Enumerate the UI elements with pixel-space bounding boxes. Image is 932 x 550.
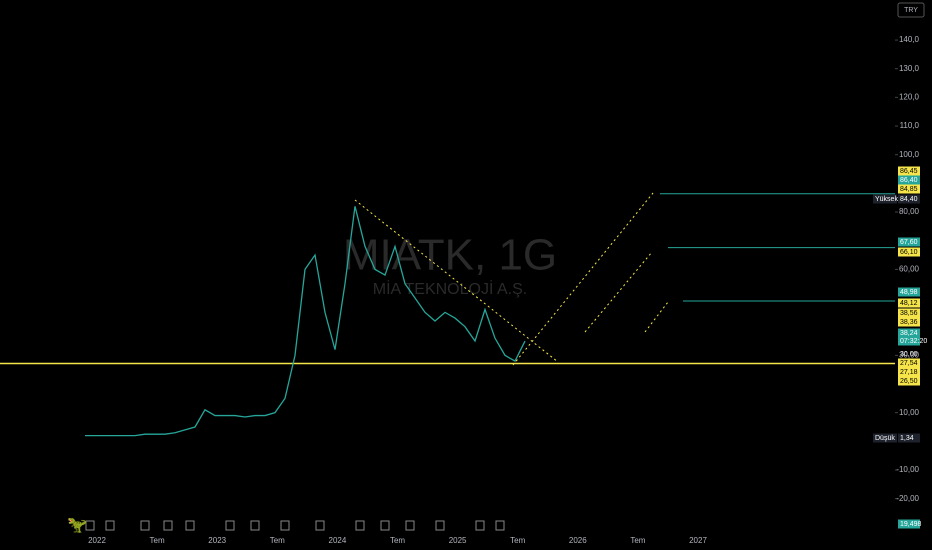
trendline xyxy=(354,199,559,363)
price-tag-text: 19,498 xyxy=(900,521,922,528)
earnings-marker xyxy=(250,520,260,531)
earnings-marker xyxy=(355,520,365,531)
price-tag xyxy=(898,237,920,247)
y-tick-label: 110,0 xyxy=(900,121,920,130)
y-tick-label: -20,00 xyxy=(896,494,919,503)
price-tag xyxy=(898,308,920,318)
y-tick-label: 30,00 xyxy=(899,350,920,359)
currency-box[interactable] xyxy=(897,2,925,18)
tag-label: Düşük xyxy=(875,435,895,442)
price-tag xyxy=(898,184,920,194)
price-tag xyxy=(898,376,920,386)
y-tick-label: 100,0 xyxy=(899,150,920,159)
x-tick-label: 2024 xyxy=(329,536,347,545)
price-tag-text: 26,50 xyxy=(900,378,918,385)
price-tag-text: 38,24 xyxy=(900,330,918,337)
earnings-marker xyxy=(280,520,290,531)
price-line xyxy=(85,206,526,437)
earnings-marker xyxy=(85,520,95,531)
earnings-marker xyxy=(105,520,115,531)
price-tag-text: 30,00 xyxy=(900,351,918,358)
price-tag xyxy=(898,298,920,308)
watermark-symbol: MIATK, 1G xyxy=(343,231,557,280)
price-tag xyxy=(898,336,920,346)
earnings-marker xyxy=(225,520,235,531)
y-tick-label: 60,00 xyxy=(899,264,920,273)
y-tick-label: 140,0 xyxy=(899,35,920,44)
price-tag xyxy=(898,433,920,443)
x-tick-label: 2027 xyxy=(689,536,707,545)
tag-label: Yüksek xyxy=(875,196,898,203)
price-tag-text: 38,56 xyxy=(900,310,918,317)
price-tag xyxy=(898,317,920,327)
y-tick-label: 120,0 xyxy=(899,92,920,101)
tag-label-bg xyxy=(873,194,897,204)
price-tag xyxy=(898,175,920,185)
price-tag-text: 1,34 xyxy=(900,435,914,442)
currency: TRY xyxy=(904,7,918,14)
price-tag xyxy=(898,519,920,529)
price-tag xyxy=(898,247,920,257)
price-tag-text: 84,40 xyxy=(900,196,918,203)
y-tick-label: 130,0 xyxy=(899,64,920,73)
price-tag-text: 48,12 xyxy=(900,300,918,307)
x-tick-label: Tem xyxy=(510,536,525,545)
earnings-marker xyxy=(185,520,195,531)
price-tag-text: 84,85 xyxy=(900,186,918,193)
tag-label-bg xyxy=(873,433,897,443)
earnings-marker xyxy=(380,520,390,531)
earnings-markers xyxy=(85,520,505,531)
x-tick-label: 2023 xyxy=(208,536,226,545)
watermark-name: MİA TEKNOLOJİ A.Ş. xyxy=(373,279,527,298)
price-tag xyxy=(898,349,920,359)
price-tag-text: 07:32:20 xyxy=(900,338,927,345)
x-tick-label: 2022 xyxy=(88,536,106,545)
x-tick-label: Tem xyxy=(390,536,405,545)
earnings-marker xyxy=(495,520,505,531)
x-tick-label: 2025 xyxy=(449,536,467,545)
earnings-marker xyxy=(315,520,325,531)
y-tick-label: 10,00 xyxy=(899,408,920,417)
earnings-marker xyxy=(163,520,173,531)
price-tag-text: 86,45 xyxy=(900,168,918,175)
price-tag-text: 67,60 xyxy=(900,239,918,246)
price-tag-text: 66,10 xyxy=(900,249,918,256)
y-tick-label: -10,00 xyxy=(896,465,919,474)
logo: 🦖 xyxy=(67,517,87,534)
projection xyxy=(584,251,653,333)
x-tick-label: Tem xyxy=(270,536,285,545)
price-tag xyxy=(898,328,920,338)
x-tick-label: Tem xyxy=(630,536,645,545)
price-tag xyxy=(898,358,920,368)
price-tag xyxy=(898,166,920,176)
price-tag xyxy=(898,287,920,297)
price-tag xyxy=(898,367,920,377)
price-tag-text: 27,18 xyxy=(900,369,918,376)
price-tag-text: 48,98 xyxy=(900,289,918,296)
x-tick-label: 2026 xyxy=(569,536,587,545)
earnings-marker xyxy=(405,520,415,531)
price-tag-text: 38,36 xyxy=(900,319,918,326)
projection xyxy=(512,192,654,366)
projection xyxy=(644,301,669,333)
y-tick-label: 80,00 xyxy=(899,207,920,216)
price-tag xyxy=(898,194,920,204)
earnings-marker xyxy=(140,520,150,531)
earnings-marker xyxy=(435,520,445,531)
earnings-marker xyxy=(475,520,485,531)
x-tick-label: Tem xyxy=(150,536,165,545)
price-tag-text: 27,54 xyxy=(900,360,918,367)
price-tag-text: 86,40 xyxy=(900,177,918,184)
